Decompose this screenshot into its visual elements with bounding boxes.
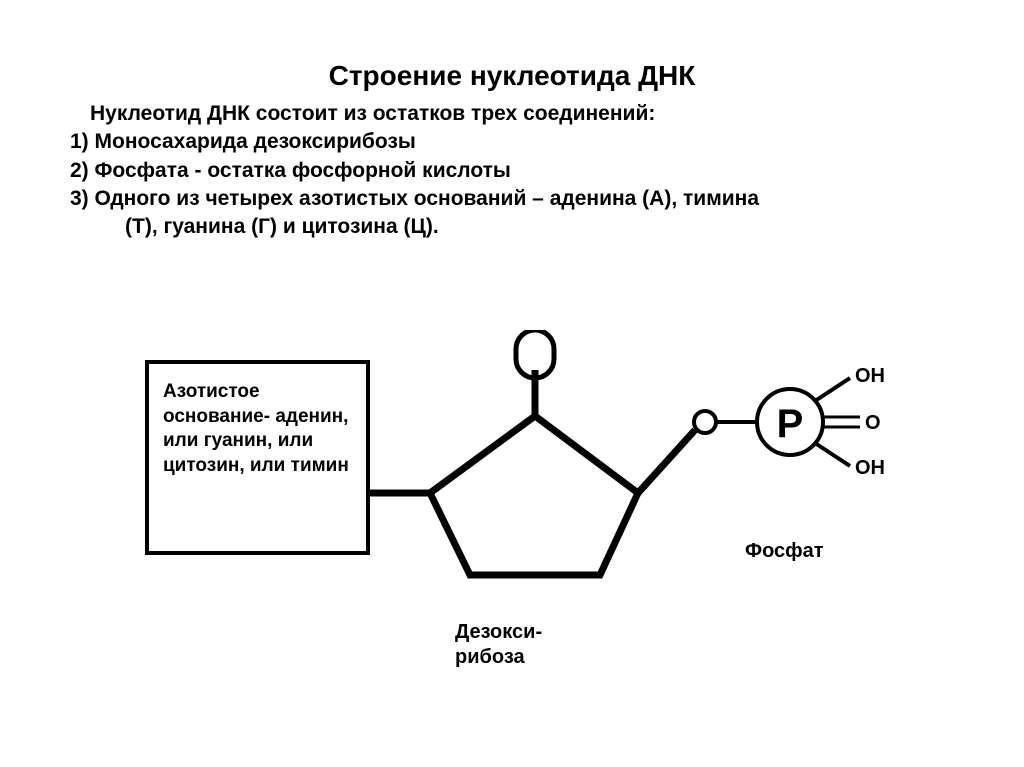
page-title: Строение нуклеотида ДНК (0, 0, 1024, 100)
nucleotide-diagram: Азотистое основание- аденин, или гуанин,… (0, 330, 1024, 750)
intro-item-3: 3) Одного из четырех азотистых оснований… (70, 185, 964, 213)
oh-top-label: OH (855, 365, 885, 387)
intro-item-1: 1) Моносахарида дезоксирибозы (70, 128, 964, 156)
intro-block: Нуклеотид ДНК состоит из остатков трех с… (0, 100, 1024, 242)
phosphate-caption: Фосфат (745, 540, 824, 563)
intro-item-3-cont: (Т), гуанина (Г) и цитозина (Ц). (70, 213, 964, 241)
oh-bot-label: OH (855, 457, 885, 479)
link-oxygen-icon (694, 411, 716, 433)
structure-svg: P OH O OH (0, 330, 1024, 750)
deoxyribose-pentagon (430, 416, 638, 575)
intro-item-2: 2) Фосфата - остатка фосфорной кислоты (70, 157, 964, 185)
bond-sugar-to-link-o (638, 430, 695, 493)
phosphorus-label: P (777, 402, 804, 446)
bond-p-to-oh-bot (815, 443, 850, 466)
intro-line: Нуклеотид ДНК состоит из остатков трех с… (70, 100, 964, 128)
ribose-caption: Дезокси- рибоза (455, 620, 542, 670)
bond-p-to-oh-top (815, 378, 850, 401)
o-mid-label: O (865, 412, 881, 434)
